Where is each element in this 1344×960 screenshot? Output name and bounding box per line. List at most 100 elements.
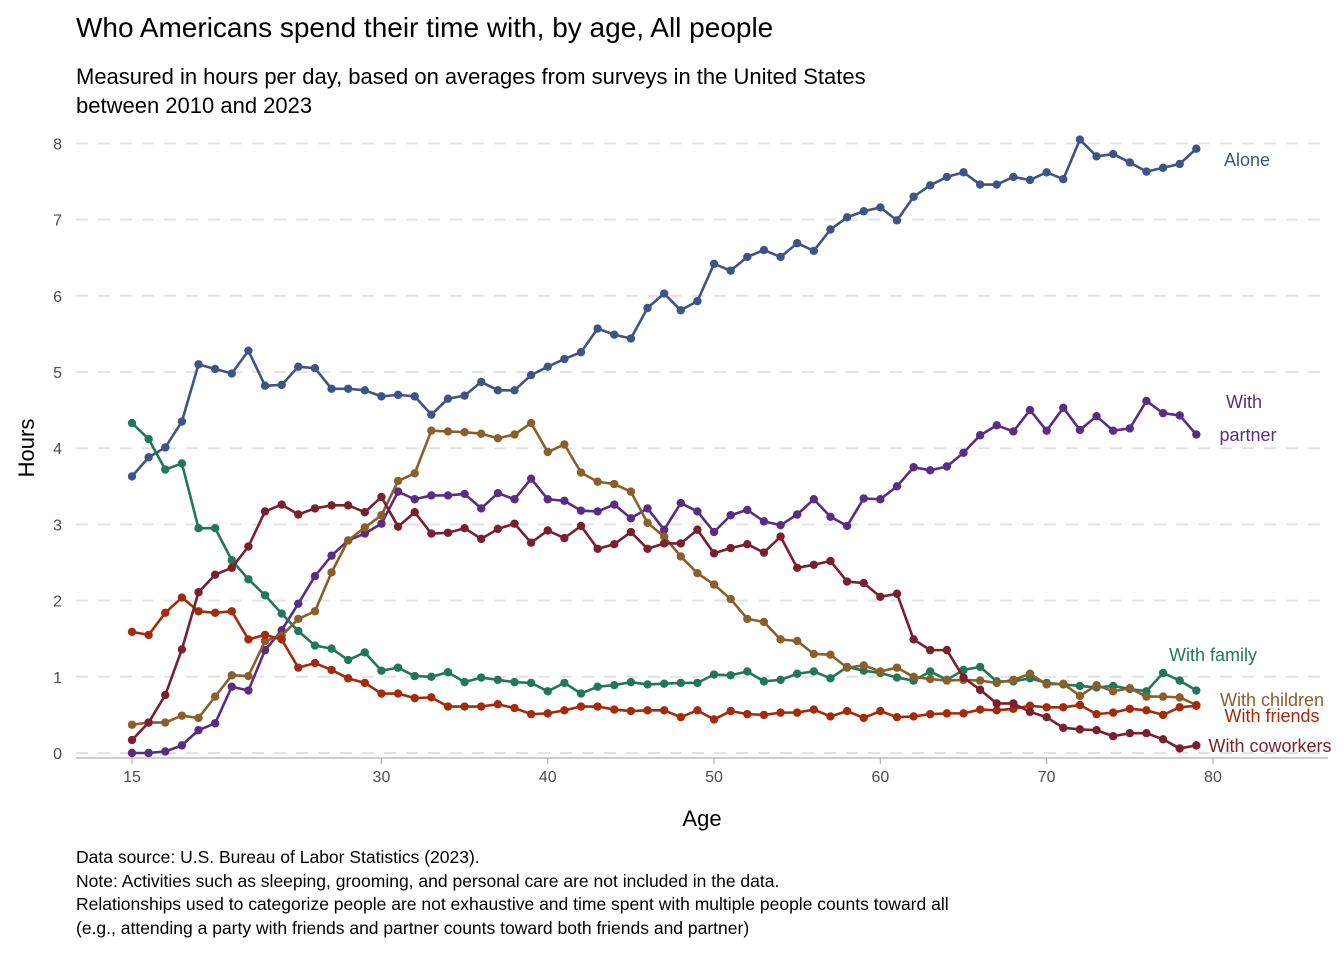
data-point (793, 669, 802, 678)
data-point (959, 673, 968, 682)
data-point (244, 671, 253, 681)
series-label: partner (1219, 425, 1276, 445)
data-point (244, 686, 253, 695)
data-point (327, 665, 336, 675)
data-point (959, 709, 968, 718)
x-tick-label: 30 (373, 769, 391, 786)
data-point (410, 469, 419, 478)
series-label: With (1226, 392, 1262, 412)
data-point (975, 180, 985, 189)
data-point (210, 692, 220, 701)
data-point (410, 693, 419, 703)
data-point (294, 626, 303, 636)
data-point (1009, 699, 1018, 708)
data-point (909, 463, 918, 472)
data-point (161, 747, 170, 756)
data-point (793, 510, 802, 519)
data-point (975, 662, 985, 672)
data-point (1075, 135, 1085, 144)
series-label: With friends (1224, 706, 1319, 726)
data-point (543, 362, 552, 371)
data-point (493, 386, 503, 395)
data-point (1142, 396, 1151, 406)
data-point (127, 627, 137, 637)
y-tick-label: 4 (53, 441, 62, 458)
x-axis-label: Age (682, 806, 721, 831)
data-point (1125, 424, 1135, 433)
data-point (343, 501, 353, 510)
y-tick-label: 1 (53, 670, 62, 687)
data-point (743, 614, 752, 624)
data-point (726, 266, 735, 275)
data-point (693, 296, 702, 306)
data-point (809, 560, 819, 569)
data-point (992, 678, 1001, 688)
data-point (310, 363, 320, 373)
data-point (593, 324, 602, 333)
data-point (244, 542, 253, 551)
data-point (177, 593, 187, 602)
data-point (959, 168, 968, 177)
data-point (177, 711, 187, 720)
data-point (526, 370, 536, 380)
data-point (343, 655, 353, 665)
series-label: With family (1169, 645, 1257, 665)
data-point (676, 498, 685, 508)
data-point (510, 703, 519, 713)
data-point (759, 710, 769, 720)
data-point (294, 362, 303, 371)
data-point (177, 645, 187, 654)
data-point (626, 527, 636, 537)
data-point (926, 667, 935, 676)
data-point (560, 533, 569, 543)
data-point (560, 678, 569, 688)
data-point (377, 666, 386, 675)
data-point (227, 671, 236, 680)
data-point (809, 495, 819, 504)
data-point (676, 712, 685, 722)
data-point (1059, 723, 1068, 733)
data-point (460, 489, 469, 499)
data-point (161, 718, 170, 727)
data-point (593, 702, 602, 711)
data-point (543, 687, 552, 696)
data-point (693, 568, 702, 578)
series-label: Alone (1224, 150, 1270, 170)
data-point (543, 447, 552, 457)
data-point (743, 252, 752, 262)
data-point (709, 549, 719, 558)
data-point (1025, 669, 1035, 678)
data-point (377, 519, 386, 528)
data-point (210, 364, 220, 374)
data-point (343, 384, 353, 393)
data-point (743, 667, 752, 676)
data-point (610, 680, 619, 690)
data-point (493, 524, 503, 534)
data-point (477, 534, 486, 544)
data-point (260, 591, 270, 600)
data-point (1108, 687, 1118, 696)
data-point (1092, 709, 1101, 719)
data-point (443, 528, 453, 537)
data-point (659, 525, 669, 534)
series-labels: Alone With partner With family With children… (1169, 150, 1332, 756)
data-point (676, 678, 685, 688)
y-tick-label: 3 (53, 517, 62, 534)
data-point (1175, 411, 1184, 420)
data-point (443, 702, 453, 711)
x-tick-label: 70 (1038, 769, 1056, 786)
data-point (260, 636, 270, 646)
data-point (144, 748, 153, 758)
data-point (310, 641, 320, 650)
data-point (1075, 725, 1085, 734)
subtitle-line: Measured in hours per day, based on aver… (76, 64, 866, 89)
x-tick-label: 50 (705, 769, 723, 786)
footer-note: (e.g., attending a party with friends an… (76, 917, 750, 938)
data-point (161, 465, 170, 474)
data-point (161, 690, 170, 700)
data-point (826, 674, 835, 683)
data-point (693, 525, 702, 534)
data-point (643, 544, 652, 553)
data-point (161, 443, 170, 452)
